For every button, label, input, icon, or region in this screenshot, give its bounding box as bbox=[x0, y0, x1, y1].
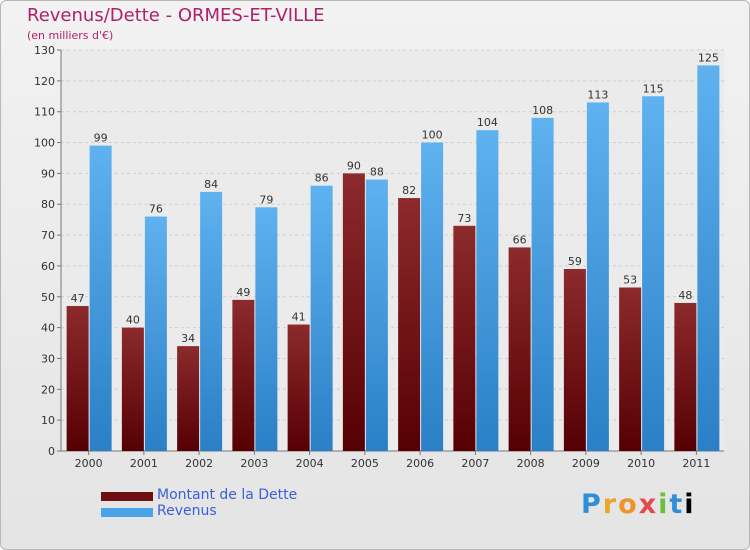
bar-revenus bbox=[586, 102, 609, 451]
chart-subtitle: (en milliers d'€) bbox=[27, 29, 114, 42]
logo-letter: P bbox=[581, 489, 603, 520]
data-label-dette: 82 bbox=[402, 184, 416, 197]
data-label-dette: 48 bbox=[678, 289, 692, 302]
x-tick-label: 2009 bbox=[572, 457, 600, 470]
x-tick-label: 2000 bbox=[75, 457, 103, 470]
bar-dette bbox=[121, 327, 144, 451]
data-label-dette: 34 bbox=[181, 332, 195, 345]
data-label-revenus: 86 bbox=[315, 172, 329, 185]
x-tick-label: 2003 bbox=[240, 457, 268, 470]
logo-letter: r bbox=[602, 489, 619, 520]
x-tick-label: 2008 bbox=[517, 457, 545, 470]
x-tick-label: 2010 bbox=[627, 457, 655, 470]
bar-revenus bbox=[697, 65, 720, 451]
bar-dette bbox=[674, 302, 697, 451]
y-tick-label: 20 bbox=[41, 383, 55, 396]
legend-swatch-dette bbox=[101, 492, 153, 501]
bar-revenus bbox=[531, 117, 554, 451]
legend-label-dette: Montant de la Dette bbox=[157, 487, 298, 503]
y-tick-label: 30 bbox=[41, 352, 55, 365]
data-label-revenus: 125 bbox=[698, 51, 719, 64]
data-label-revenus: 115 bbox=[643, 82, 664, 95]
bar-revenus bbox=[476, 130, 499, 451]
bar-revenus bbox=[200, 191, 223, 451]
y-tick-label: 40 bbox=[41, 322, 55, 335]
data-label-revenus: 76 bbox=[149, 203, 163, 216]
bar-dette bbox=[342, 173, 365, 451]
data-label-revenus: 88 bbox=[370, 166, 384, 179]
bar-revenus bbox=[365, 179, 388, 452]
data-label-dette: 66 bbox=[513, 233, 527, 246]
x-tick-label: 2001 bbox=[130, 457, 158, 470]
data-label-revenus: 79 bbox=[259, 193, 273, 206]
logo-letter: x bbox=[638, 489, 659, 520]
proxiti-logo: Proxiti bbox=[581, 489, 696, 520]
data-label-dette: 47 bbox=[71, 292, 85, 305]
x-tick-label: 2011 bbox=[682, 457, 710, 470]
bar-revenus bbox=[642, 96, 665, 452]
data-label-dette: 53 bbox=[623, 274, 637, 287]
data-label-revenus: 99 bbox=[94, 132, 108, 145]
data-label-revenus: 104 bbox=[477, 116, 498, 129]
x-tick-label: 2004 bbox=[296, 457, 324, 470]
data-label-dette: 49 bbox=[236, 286, 250, 299]
data-label-revenus: 113 bbox=[587, 88, 608, 101]
x-tick-label: 2006 bbox=[406, 457, 434, 470]
x-tick-label: 2005 bbox=[351, 457, 379, 470]
logo-letter: i bbox=[658, 489, 670, 520]
bar-dette bbox=[66, 306, 89, 451]
data-label-dette: 41 bbox=[292, 311, 306, 324]
logo-letter: o bbox=[618, 489, 639, 520]
y-tick-label: 130 bbox=[34, 44, 55, 57]
bar-dette bbox=[177, 346, 200, 451]
logo-letter: i bbox=[684, 489, 696, 520]
bar-revenus bbox=[421, 142, 444, 452]
bar-dette bbox=[508, 247, 531, 451]
data-label-revenus: 108 bbox=[532, 104, 553, 117]
y-tick-label: 50 bbox=[41, 291, 55, 304]
legend-label-revenus: Revenus bbox=[157, 503, 217, 519]
x-tick-label: 2007 bbox=[461, 457, 489, 470]
y-tick-label: 80 bbox=[41, 198, 55, 211]
chart-title: Revenus/Dette - ORMES-ET-VILLE bbox=[27, 5, 325, 26]
bar-revenus bbox=[255, 207, 278, 451]
bar-dette bbox=[398, 198, 421, 451]
bar-dette bbox=[287, 324, 310, 451]
legend-swatch-revenus bbox=[101, 508, 153, 517]
data-label-dette: 90 bbox=[347, 159, 361, 172]
y-tick-label: 70 bbox=[41, 229, 55, 242]
bar-dette bbox=[453, 225, 476, 451]
bar-revenus bbox=[89, 145, 112, 451]
y-tick-label: 110 bbox=[34, 106, 55, 119]
data-label-revenus: 100 bbox=[422, 129, 443, 142]
bar-dette bbox=[232, 299, 255, 451]
x-tick-label: 2002 bbox=[185, 457, 213, 470]
plot-area bbox=[61, 50, 724, 451]
bar-revenus bbox=[144, 216, 167, 451]
y-tick-label: 120 bbox=[34, 75, 55, 88]
data-label-dette: 59 bbox=[568, 255, 582, 268]
y-tick-label: 100 bbox=[34, 137, 55, 150]
logo-letter: t bbox=[669, 489, 685, 520]
y-tick-label: 60 bbox=[41, 260, 55, 273]
data-label-revenus: 84 bbox=[204, 178, 218, 191]
y-tick-label: 0 bbox=[48, 445, 55, 458]
data-label-dette: 73 bbox=[457, 212, 471, 225]
bar-dette bbox=[563, 269, 586, 451]
y-tick-label: 10 bbox=[41, 414, 55, 427]
data-label-dette: 40 bbox=[126, 314, 140, 327]
bar-revenus bbox=[310, 185, 333, 451]
bar-dette bbox=[619, 287, 642, 451]
y-tick-label: 90 bbox=[41, 167, 55, 180]
